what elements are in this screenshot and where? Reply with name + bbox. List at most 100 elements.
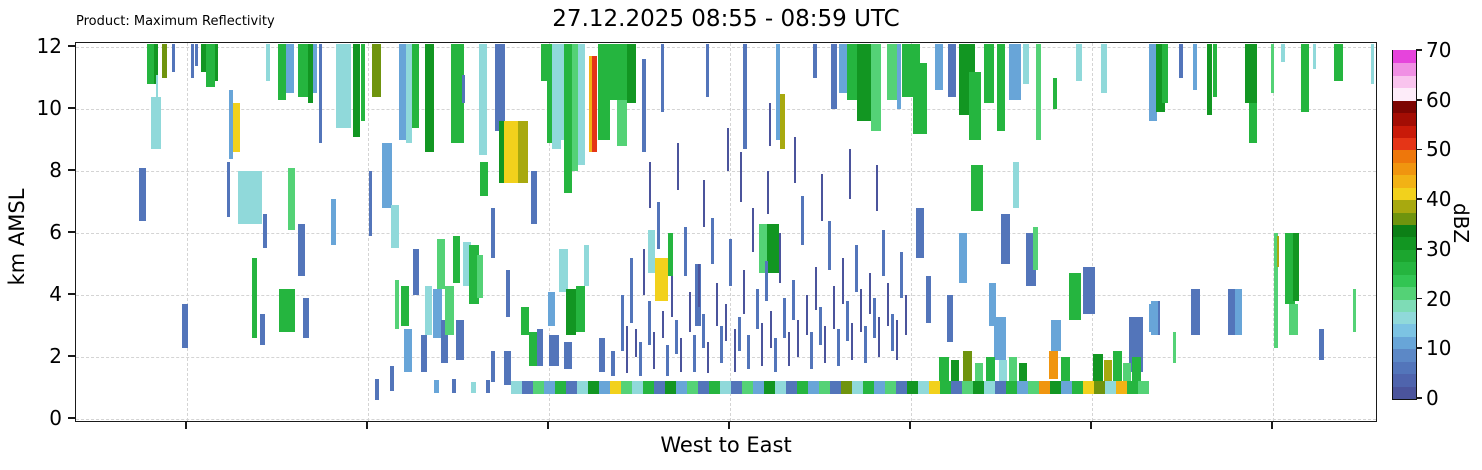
reflectivity-bar (434, 380, 439, 393)
grid-line-horizontal (76, 357, 1376, 358)
reflectivity-bar (278, 43, 286, 100)
reflectivity-bar (529, 332, 537, 367)
reflectivity-bar (1006, 381, 1017, 394)
reflectivity-bar (698, 381, 709, 394)
reflectivity-bar (555, 381, 566, 394)
reflectivity-bar (702, 313, 705, 348)
reflectivity-bar (577, 381, 588, 394)
colorbar-tick-mark (1416, 397, 1422, 399)
reflectivity-bar (654, 381, 665, 394)
reflectivity-bar (1193, 43, 1197, 91)
colorbar-tick-label: 20 (1426, 286, 1452, 311)
reflectivity-bar (689, 291, 691, 333)
reflectivity-bar (452, 378, 456, 393)
x-tick-mark (185, 422, 187, 429)
reflectivity-bar (873, 298, 876, 339)
reflectivity-bar (786, 381, 797, 394)
colorbar-segment (1393, 50, 1416, 64)
reflectivity-bar (1319, 329, 1324, 361)
grid-line-horizontal (76, 295, 1376, 296)
y-tick-mark (68, 355, 75, 357)
reflectivity-bar (462, 74, 465, 103)
reflectivity-bar (375, 378, 379, 401)
reflectivity-bar (298, 223, 305, 277)
reflectivity-bar (839, 43, 847, 94)
reflectivity-bar (918, 381, 929, 394)
grid-line-vertical (549, 43, 550, 421)
reflectivity-bar (698, 264, 700, 308)
reflectivity-bar (635, 329, 637, 357)
reflectivity-bar (564, 341, 572, 370)
x-tick-mark (366, 422, 368, 429)
reflectivity-bar (477, 254, 483, 299)
y-tick-mark (68, 231, 75, 233)
colorbar-segment (1393, 236, 1416, 250)
reflectivity-bar (441, 319, 448, 364)
reflectivity-bar (774, 338, 777, 373)
reflectivity-bar (564, 43, 572, 193)
colorbar-segment (1393, 261, 1416, 275)
reflectivity-bar (761, 322, 763, 367)
reflectivity-bar (1207, 43, 1212, 116)
reflectivity-bar (764, 381, 775, 394)
reflectivity-bar (511, 381, 522, 394)
reflectivity-bar (769, 102, 771, 147)
reflectivity-bar (1313, 43, 1316, 69)
colorbar-tick-label: 60 (1426, 87, 1452, 112)
reflectivity-bar (298, 43, 308, 97)
x-tick-mark (547, 422, 549, 429)
reflectivity-bar (693, 335, 696, 373)
reflectivity-bar (1049, 350, 1058, 379)
reflectivity-bar (819, 381, 830, 394)
reflectivity-bar (621, 295, 624, 351)
reflectivity-bar (1162, 43, 1168, 103)
x-tick-mark (1090, 422, 1092, 429)
colorbar-segment (1393, 100, 1416, 114)
grid-line-vertical (187, 43, 188, 421)
reflectivity-bar (1277, 236, 1279, 268)
reflectivity-bar (759, 223, 769, 274)
reflectivity-bar (668, 233, 673, 277)
reflectivity-bar (1113, 350, 1122, 382)
reflectivity-bar (1151, 301, 1158, 336)
colorbar-segment (1393, 224, 1416, 238)
reflectivity-bar (1017, 381, 1028, 394)
reflectivity-bar (279, 288, 295, 333)
reflectivity-bar (589, 56, 592, 153)
reflectivity-bar (680, 338, 682, 373)
reflectivity-bar (842, 257, 844, 305)
reflectivity-bar (288, 167, 295, 230)
reflectivity-bar (463, 242, 471, 286)
reflectivity-bar (404, 329, 412, 373)
colorbar-tick-mark (1416, 198, 1422, 200)
reflectivity-bar (767, 171, 769, 215)
colorbar-tick-mark (1416, 49, 1422, 51)
reflectivity-bar (661, 43, 664, 113)
x-tick-mark (728, 422, 730, 429)
reflectivity-bar (727, 127, 729, 171)
reflectivity-bar (929, 381, 940, 394)
reflectivity-bar (716, 282, 718, 326)
reflectivity-bar (962, 381, 973, 394)
reflectivity-bar (687, 381, 698, 394)
reflectivity-bar (598, 43, 610, 140)
colorbar-segment (1393, 174, 1416, 188)
reflectivity-bar (445, 285, 454, 336)
reflectivity-bar (263, 214, 267, 249)
reflectivity-bar (518, 121, 528, 184)
reflectivity-bar (1249, 102, 1257, 144)
reflectivity-bar (662, 310, 664, 339)
y-tick-mark (68, 45, 75, 47)
colorbar-tick-label: 50 (1426, 137, 1452, 162)
reflectivity-bar (495, 43, 505, 131)
colorbar-tick-mark (1416, 98, 1422, 101)
reflectivity-bar (720, 326, 723, 364)
reflectivity-bar (522, 381, 533, 394)
reflectivity-bar (973, 381, 984, 394)
reflectivity-bar (913, 62, 927, 134)
reflectivity-bar (147, 43, 154, 85)
reflectivity-bar (657, 202, 660, 249)
reflectivity-bar (734, 329, 736, 373)
reflectivity-bar (154, 43, 158, 85)
reflectivity-bar (531, 171, 537, 224)
